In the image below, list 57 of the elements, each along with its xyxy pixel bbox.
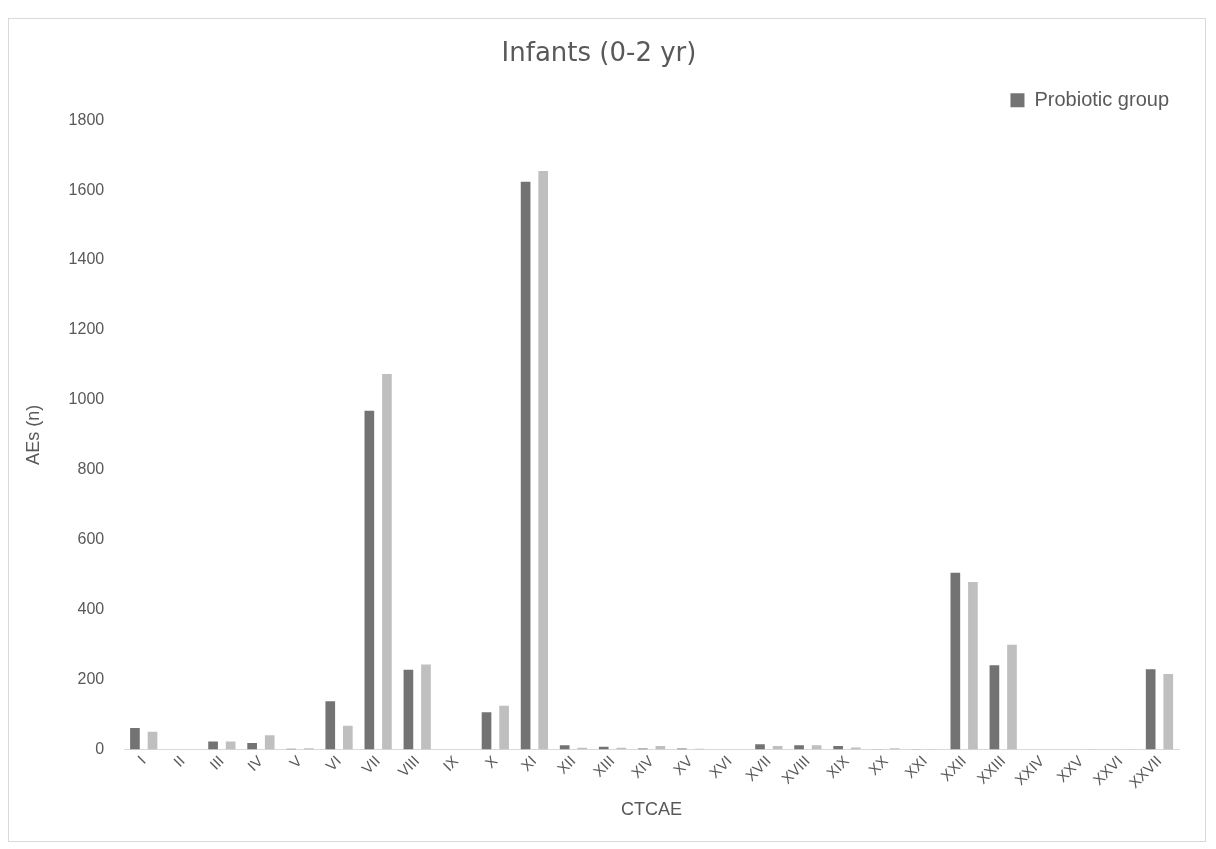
bar [208,741,218,750]
y-tick-label: 1600 [68,180,105,198]
bar [382,374,392,750]
x-tick-label: VI [322,751,345,774]
chart-title: Infants (0-2 yr) [501,37,697,68]
x-tick-label: XI [517,751,540,774]
bar [499,705,509,750]
bar [794,745,804,750]
bar [520,181,531,750]
bar [364,410,375,750]
x-tick-label: II [169,751,188,770]
y-tick-label: 0 [95,739,105,757]
x-tick-label: XV [669,751,696,779]
bar [968,582,978,750]
bar [850,747,861,750]
x-tick-label: VII [358,751,384,777]
y-tick-label: 1000 [68,390,105,408]
bar [538,170,549,750]
bar [559,745,570,750]
x-tick-label: IX [439,751,462,774]
x-tick-label: XIII [589,751,618,780]
x-axis-title: CTCAE [621,799,683,820]
x-tick-label: XIV [627,751,657,782]
x-tick-label: VIII [394,751,423,780]
y-tick-label: 400 [77,600,105,618]
bar [130,727,140,750]
bar [343,725,353,750]
bar [403,669,414,750]
bar [1163,674,1174,750]
x-tick-label: XXI [900,751,931,782]
x-tick-label: XX [864,751,892,779]
x-tick-label: XVI [705,751,735,782]
y-tick-label: 600 [77,530,105,548]
y-tick-label: 1400 [68,250,105,268]
bar [264,735,275,750]
x-tick-label: X [481,751,501,772]
x-tick-label: I [133,751,149,767]
x-tick-label: III [206,751,227,773]
bar [325,701,336,750]
bar [755,744,765,750]
x-tick-label: XII [553,751,579,777]
y-tick-label: 1800 [68,110,105,128]
y-tick-label: 1200 [68,320,105,338]
y-axis-title: AEs (n) [22,404,43,465]
x-tick-label: V [285,751,306,772]
x-tick-label: XIX [822,751,852,782]
y-tick-label: 800 [77,460,105,478]
bar [421,664,431,750]
bar [989,665,1000,750]
bar [1007,644,1017,750]
x-tick-label: IV [243,751,266,774]
bar [950,572,961,750]
y-tick-label: 200 [77,670,105,688]
legend-label: Probiotic group [1034,87,1170,110]
bar [247,742,257,750]
bar [481,712,492,750]
bar [1145,669,1156,750]
